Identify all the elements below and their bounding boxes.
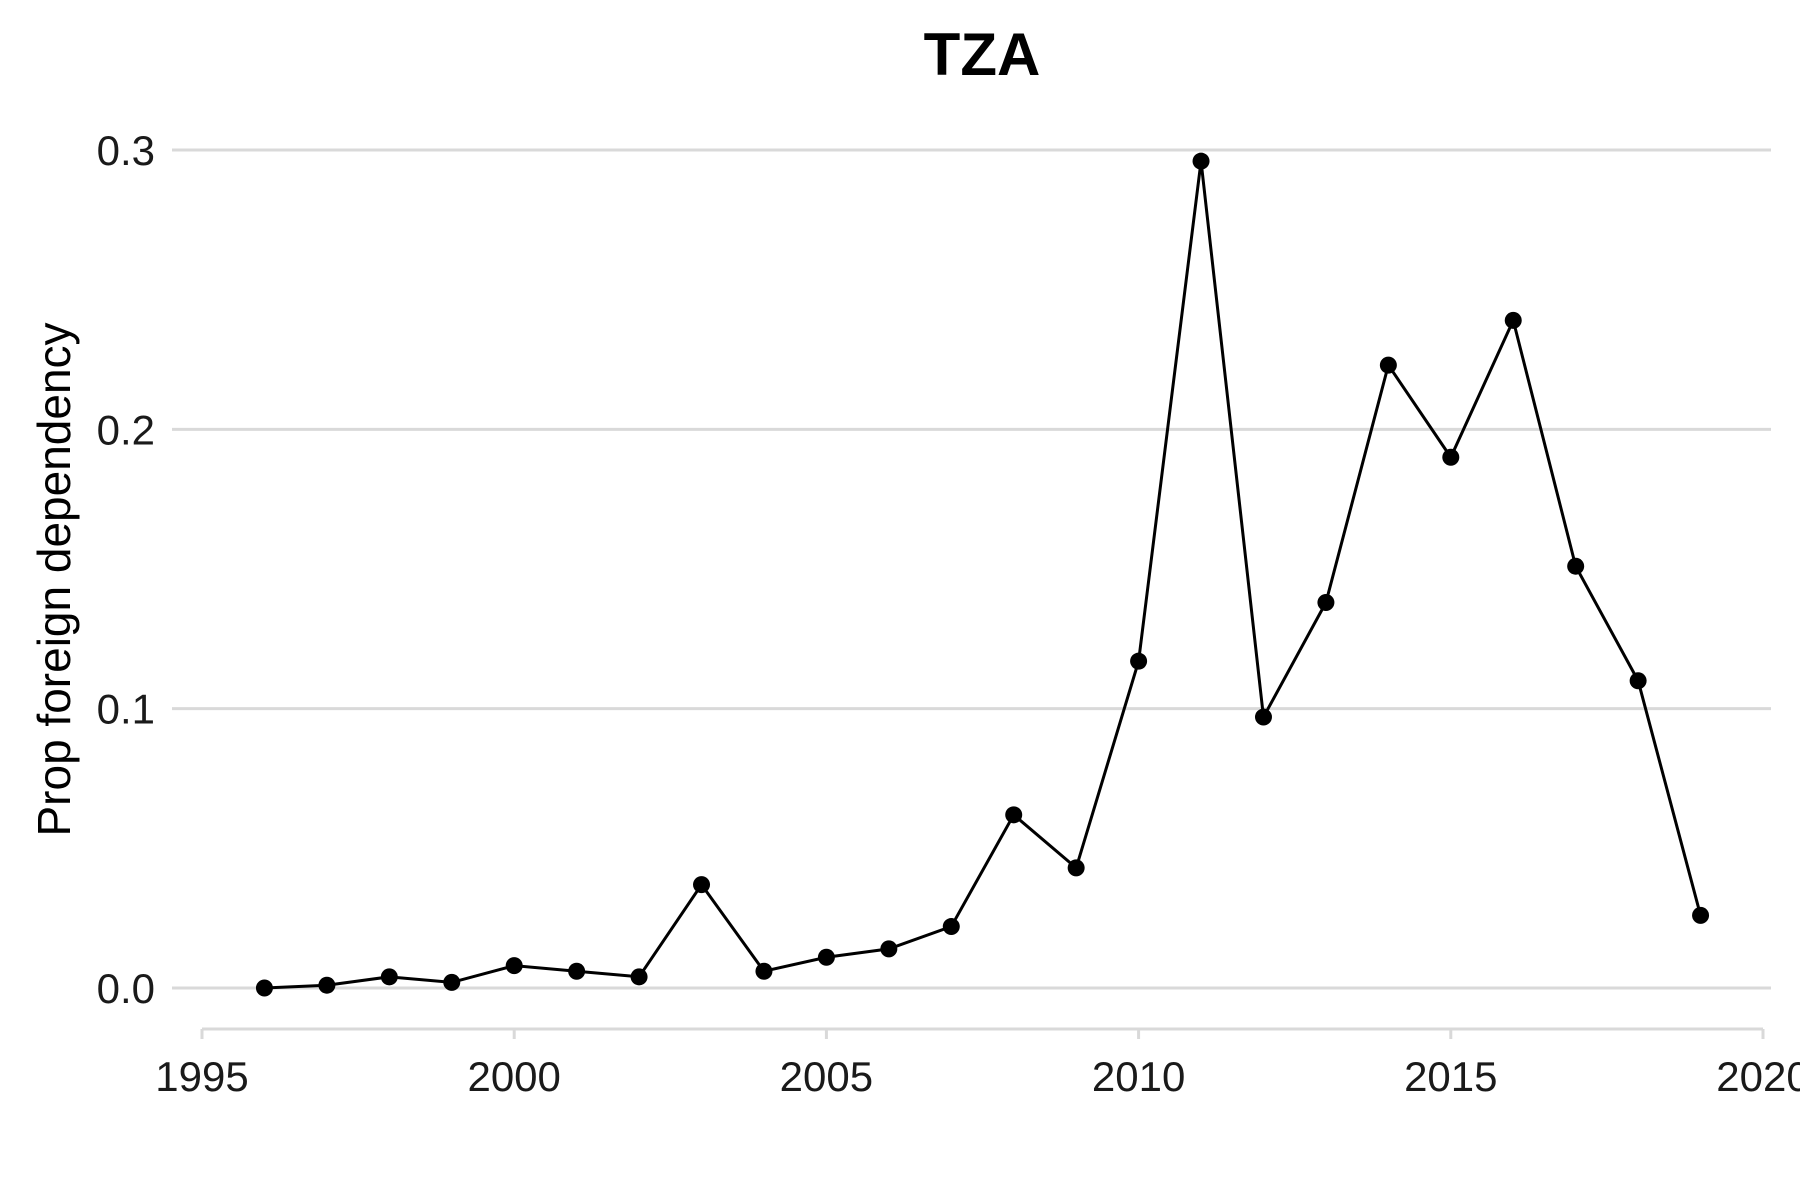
x-tick-label: 2005 [780,1053,873,1100]
data-point [318,976,336,994]
data-point [817,948,835,966]
x-tick-label: 1995 [155,1053,248,1100]
x-tick-label: 2020 [1716,1053,1800,1100]
data-point [1317,594,1335,612]
data-point [1442,448,1460,466]
data-point [380,968,398,986]
y-axis: 0.0 0.1 0.2 0.3 [97,127,155,1012]
y-tick-label: 0.2 [97,406,155,453]
data-point [1692,906,1710,924]
data-point [1567,557,1585,575]
grid-layer [172,148,1771,990]
data-point [1005,806,1023,824]
data-point [880,940,898,958]
chart-title: TZA [924,21,1041,88]
x-tick-label: 2010 [1092,1053,1185,1100]
y-axis-label: Prop foreign dependency [28,322,80,836]
data-point [755,962,773,980]
data-point [1192,152,1210,170]
series-layer [255,152,1710,997]
series-line [264,160,1703,990]
data-point [630,968,648,986]
data-point [505,957,523,975]
data-point [693,876,711,894]
data-point [568,962,586,980]
y-tick-label: 0.0 [97,965,155,1012]
data-point [1130,652,1148,670]
data-point [443,973,461,991]
data-point [1504,311,1522,329]
data-point [942,918,960,936]
data-point [1629,672,1647,690]
data-point [1067,859,1085,877]
data-point [1254,708,1272,726]
x-axis: 1995 2000 2005 2010 2015 2020 [155,1027,1800,1100]
x-tick-label: 2000 [467,1053,560,1100]
y-tick-label: 0.1 [97,686,155,733]
y-tick-label: 0.3 [97,127,155,174]
data-point [255,979,273,997]
data-point [1379,356,1397,374]
x-tick-label: 2015 [1404,1053,1497,1100]
